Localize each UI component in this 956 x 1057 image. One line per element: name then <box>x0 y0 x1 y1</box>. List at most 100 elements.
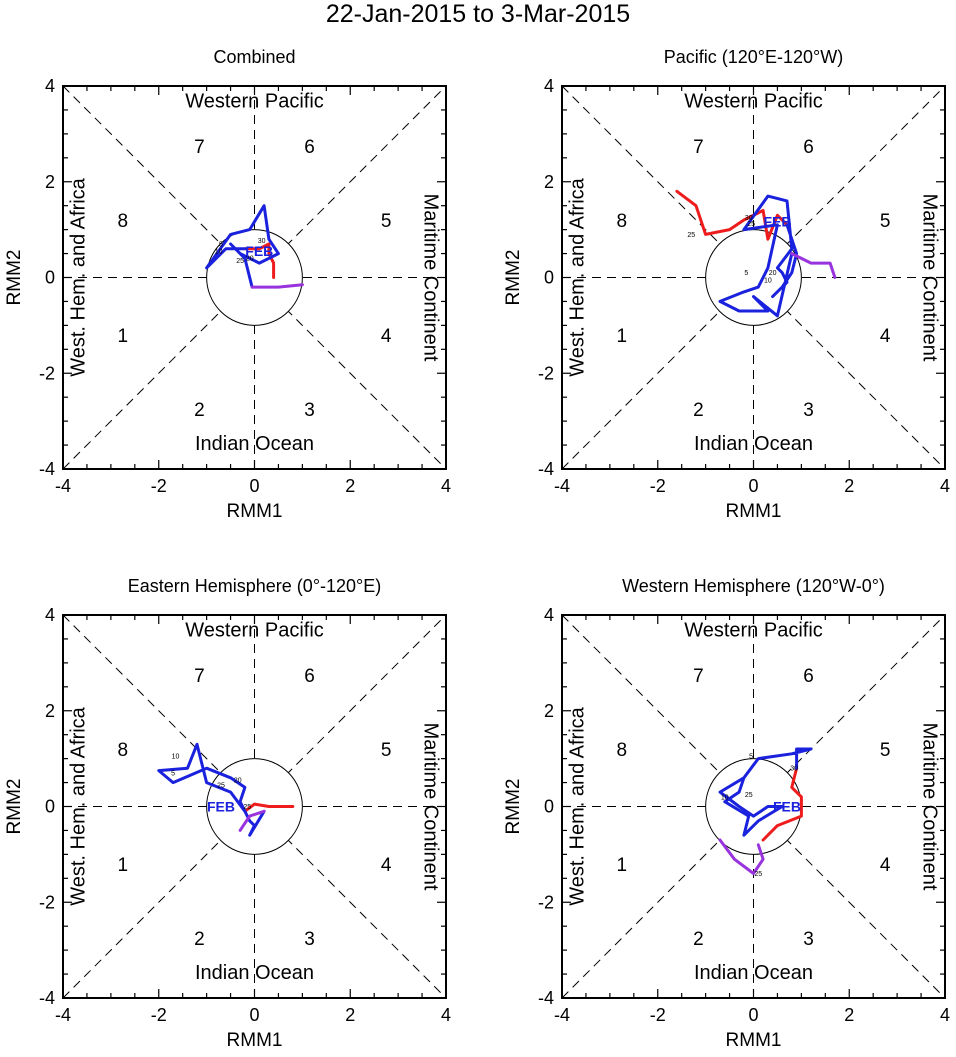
day-label: 25 <box>687 232 695 239</box>
unit-circle <box>206 758 303 855</box>
region-label-right: Maritime Continent <box>419 723 441 891</box>
y-tick-label: -4 <box>39 459 55 479</box>
trajectory-mar <box>790 252 837 279</box>
phase-panel: Western Hemisphere (120°W-0°) -4 -2 0 2 4 -4 -2… <box>503 576 950 1051</box>
y-tick-label: 0 <box>45 797 55 817</box>
region-label-top: Western Pacific <box>684 91 823 113</box>
phase-number: 8 <box>617 740 628 761</box>
y-axis-label: RMM2 <box>4 250 25 306</box>
y-tick-label: 0 <box>544 797 554 817</box>
y-tick-label: -2 <box>39 892 55 912</box>
x-tick-label: 4 <box>940 1005 950 1025</box>
y-tick-label: -2 <box>39 363 55 383</box>
phase-number: 4 <box>381 326 392 347</box>
y-axis-label: RMM2 <box>503 779 524 835</box>
region-label-top: Western Pacific <box>185 91 324 113</box>
x-tick-label: 2 <box>844 476 854 496</box>
y-tick-label: -4 <box>39 988 55 1008</box>
panel-title: Pacific (120°E-120°W) <box>664 47 843 67</box>
day-label: 25 <box>747 221 755 228</box>
day-label: 30 <box>745 215 753 222</box>
trajectory-feb <box>718 194 799 318</box>
y-tick-label: -2 <box>538 892 554 912</box>
phase-number: 5 <box>880 740 891 761</box>
phase-number: 4 <box>880 326 891 347</box>
trajectory-mar <box>718 838 765 875</box>
day-label: 25 <box>243 804 251 811</box>
region-label-bottom: Indian Ocean <box>694 962 813 984</box>
x-tick-label: 2 <box>345 1005 355 1025</box>
y-tick-label: 4 <box>45 605 55 625</box>
phase-number: 3 <box>304 929 315 950</box>
phase-number: 3 <box>304 400 315 421</box>
x-tick-label: 0 <box>249 476 259 496</box>
phase-number: 7 <box>194 666 205 687</box>
y-tick-label: -2 <box>538 363 554 383</box>
phase-number: 4 <box>381 855 392 876</box>
y-axis-label: RMM2 <box>503 250 524 306</box>
y-tick-label: 2 <box>544 172 554 192</box>
phase-number: 6 <box>803 137 814 158</box>
phase-number: 2 <box>693 929 704 950</box>
phase-number: 1 <box>617 326 628 347</box>
phase-number: 6 <box>803 666 814 687</box>
x-tick-label: -4 <box>554 476 570 496</box>
x-tick-label: -4 <box>55 476 71 496</box>
x-tick-label: 2 <box>844 1005 854 1025</box>
region-label-left: West. Hem. and Africa <box>68 706 90 905</box>
day-label: 20 <box>769 270 777 277</box>
phase-number: 1 <box>118 855 129 876</box>
x-tick-label: -2 <box>151 1005 167 1025</box>
phase-number: 2 <box>693 400 704 421</box>
phase-panel: Eastern Hemisphere (0°-120°E) -4 -2 0 2 4 -4 -2… <box>4 576 451 1051</box>
trajectory-mar <box>250 283 304 289</box>
day-label: 10 <box>764 277 772 284</box>
x-axis-label: RMM1 <box>726 1030 782 1051</box>
y-tick-label: -4 <box>538 459 554 479</box>
phase-number: 3 <box>803 929 814 950</box>
day-label: 5 <box>219 241 223 248</box>
panel-title: Combined <box>213 47 295 67</box>
region-label-top: Western Pacific <box>185 620 324 642</box>
x-axis-label: RMM1 <box>227 1030 283 1051</box>
phase-number: 6 <box>304 666 315 687</box>
figure-title: 22-Jan-2015 to 3-Mar-2015 <box>326 0 630 28</box>
day-label: 10 <box>172 754 180 761</box>
x-tick-label: -2 <box>650 1005 666 1025</box>
x-tick-label: 0 <box>748 476 758 496</box>
day-label: 20 <box>234 778 242 785</box>
phase-panel: Pacific (120°E-120°W) -4 -2 0 2 4 -4 -2 0 2 4 RMM1 R… <box>503 47 950 522</box>
y-tick-label: 4 <box>544 605 554 625</box>
trajectory-jan <box>761 766 803 842</box>
x-tick-label: 0 <box>249 1005 259 1025</box>
panel-title: Eastern Hemisphere (0°-120°E) <box>128 576 382 596</box>
region-label-top: Western Pacific <box>684 620 823 642</box>
region-label-left: West. Hem. and Africa <box>567 706 589 905</box>
region-label-right: Maritime Continent <box>918 194 940 362</box>
phase-number: 8 <box>617 211 628 232</box>
phase-number: 2 <box>194 929 205 950</box>
trajectory-feb <box>157 742 266 837</box>
trajectory-mar <box>238 809 266 832</box>
phase-number: 4 <box>880 855 891 876</box>
phase-number: 5 <box>381 740 392 761</box>
day-label: 5 <box>744 270 748 277</box>
x-tick-label: 4 <box>441 1005 451 1025</box>
y-tick-label: 2 <box>45 172 55 192</box>
region-label-right: Maritime Continent <box>419 194 441 362</box>
region-label-left: West. Hem. and Africa <box>567 177 589 376</box>
phase-number: 8 <box>118 211 129 232</box>
phase-number: 6 <box>304 137 315 158</box>
trajectory-jan <box>243 802 295 813</box>
y-tick-label: 2 <box>45 701 55 721</box>
x-tick-label: 0 <box>748 1005 758 1025</box>
day-label: 10 <box>215 249 223 256</box>
y-tick-label: 0 <box>544 268 554 288</box>
y-tick-label: 4 <box>45 76 55 96</box>
day-label: 10 <box>721 794 729 801</box>
y-tick-label: 2 <box>544 701 554 721</box>
x-axis-label: RMM1 <box>227 501 283 522</box>
phase-number: 2 <box>194 400 205 421</box>
phase-panel: Combined -4 -2 0 2 4 -4 -2 0 2 4 RMM1 RMM2 Western Pa… <box>4 47 451 522</box>
phase-number: 3 <box>803 400 814 421</box>
